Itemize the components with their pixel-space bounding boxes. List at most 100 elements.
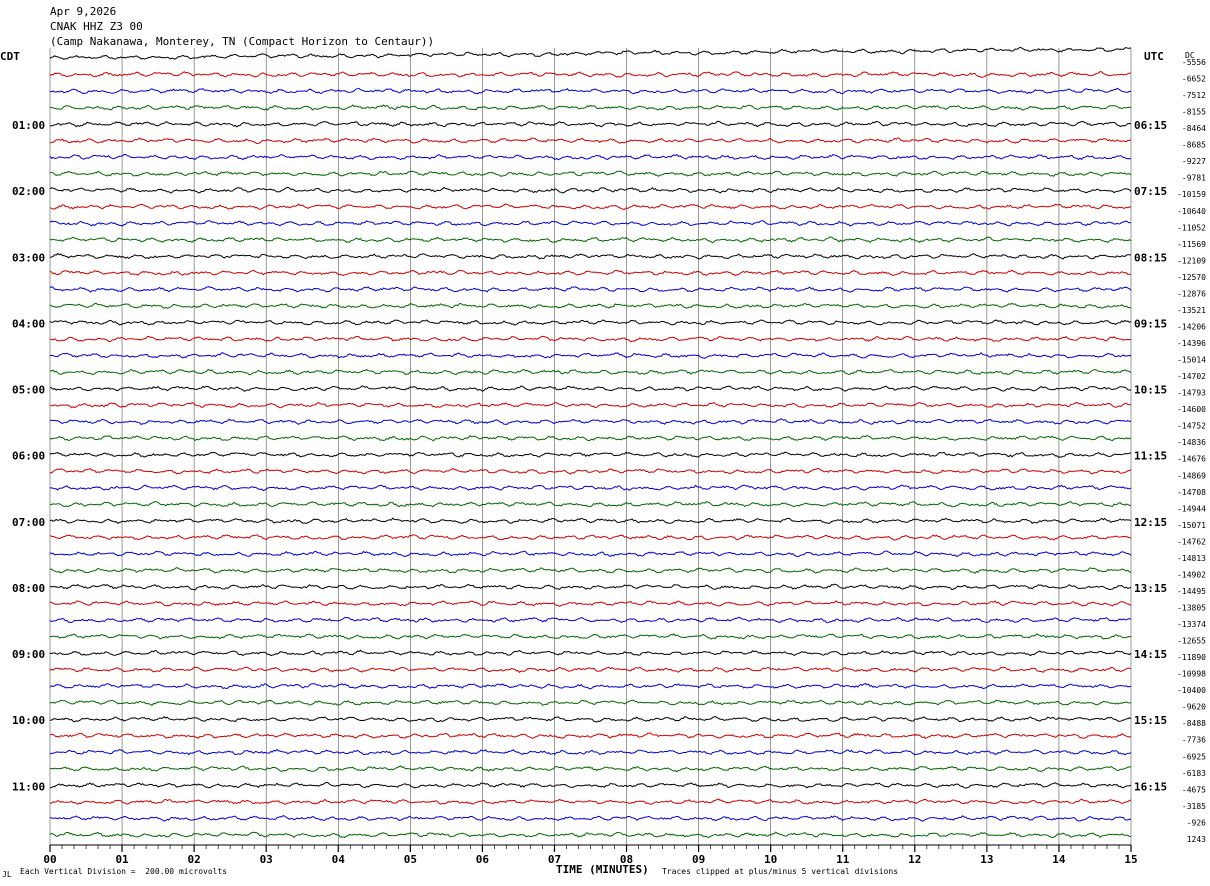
trace-line <box>49 401 1132 409</box>
dc-offset-label: -12570 <box>1177 273 1206 282</box>
trace-line <box>49 567 1132 574</box>
trace-line <box>49 517 1132 525</box>
trace-line <box>49 683 1131 690</box>
dc-offset-label: -13521 <box>1177 306 1206 315</box>
dc-offset-label: -14813 <box>1177 554 1206 563</box>
trace-line <box>49 583 1132 591</box>
trace-line <box>49 451 1132 458</box>
dc-offset-label: -15014 <box>1177 356 1206 365</box>
trace-line <box>49 46 1132 60</box>
utc-hour-label: 15:15 <box>1134 714 1167 727</box>
time-axis: 00 01 02 03 04 05 06 07 08 09 10 11 12 13 14 15 <box>43 844 1138 866</box>
cdt-hour-label: 08:00 <box>12 582 45 595</box>
utc-hour-label: 16:15 <box>1134 780 1167 793</box>
clip-note: Traces clipped at plus/minus 5 vertical … <box>662 867 899 876</box>
trace-line <box>49 666 1132 674</box>
dc-offset-label: -10998 <box>1177 670 1206 679</box>
dc-offset-label: 1243 <box>1187 835 1206 844</box>
utc-axis-label: UTC <box>1144 50 1164 63</box>
dc-offset-label: -8155 <box>1182 108 1206 117</box>
trace-line <box>49 71 1132 78</box>
cdt-hour-labels: 01:00 02:00 03:00 04:00 05:00 06:00 07:00 08:00… <box>12 119 45 793</box>
x-axis-title: TIME (MINUTES) <box>556 863 649 876</box>
cdt-hour-label: 05:00 <box>12 384 45 397</box>
dc-offset-label: -14762 <box>1177 537 1206 546</box>
x-tick-label: 00 <box>43 853 56 866</box>
utc-hour-label: 10:15 <box>1134 384 1167 397</box>
x-tick-label: 07 <box>548 853 561 866</box>
trace-line <box>49 335 1131 343</box>
scale-note: Each Vertical Division = 200.00 microvol… <box>20 867 228 876</box>
trace-line <box>49 831 1132 839</box>
trace-line <box>49 765 1132 773</box>
dc-offset-label: -14702 <box>1177 372 1206 381</box>
dc-offset-label: -9781 <box>1182 174 1206 183</box>
trace-line <box>49 716 1132 723</box>
trace-line <box>49 286 1132 293</box>
dc-offset-label: -14869 <box>1177 471 1206 480</box>
trace-line <box>49 236 1132 244</box>
trace-line <box>49 732 1132 739</box>
x-tick-label: 01 <box>115 853 129 866</box>
dc-offset-label: -9227 <box>1182 157 1206 166</box>
trace-line <box>49 550 1132 558</box>
dc-offset-label: -3185 <box>1182 802 1206 811</box>
dc-offset-label: -13805 <box>1177 603 1206 612</box>
trace-line <box>49 170 1132 177</box>
trace-line <box>50 633 1132 640</box>
dc-offset-label: -14708 <box>1177 488 1206 497</box>
dc-offset-label: -6652 <box>1182 75 1206 84</box>
trace-line <box>49 484 1132 492</box>
x-tick-label: 14 <box>1052 853 1066 866</box>
trace-line <box>49 616 1132 624</box>
utc-hour-labels: 06:15 07:15 08:15 09:15 10:15 11:15 12:15 13:15… <box>1134 119 1167 793</box>
dc-offset-label: -926 <box>1187 818 1206 827</box>
channel-label: CNAK HHZ Z3 00 <box>50 20 143 33</box>
trace-line <box>49 269 1132 277</box>
x-tick-label: 12 <box>908 853 921 866</box>
minute-gridlines <box>49 48 1132 845</box>
utc-hour-label: 07:15 <box>1134 185 1167 198</box>
dc-offset-label: -8488 <box>1182 719 1206 728</box>
dc-offset-label: -11052 <box>1177 223 1206 232</box>
trace-line <box>49 186 1132 194</box>
cdt-hour-label: 04:00 <box>12 317 45 330</box>
trace-line <box>49 319 1132 326</box>
dc-offset-label: -9620 <box>1182 703 1206 712</box>
x-tick-label: 11 <box>836 853 850 866</box>
x-tick-label: 05 <box>404 853 417 866</box>
cdt-hour-label: 02:00 <box>12 185 45 198</box>
x-tick-label: 13 <box>980 853 993 866</box>
dc-offset-label: -13374 <box>1177 620 1206 629</box>
dc-offset-label: -14836 <box>1177 438 1206 447</box>
dc-offset-label: -14600 <box>1177 405 1206 414</box>
cdt-hour-label: 11:00 <box>12 780 45 793</box>
cdt-hour-label: 10:00 <box>12 714 45 727</box>
dc-offset-label: -5556 <box>1182 58 1206 67</box>
trace-line <box>49 351 1132 360</box>
trace-line <box>49 104 1132 111</box>
trace-line <box>50 120 1132 128</box>
trace-line <box>49 368 1132 376</box>
dc-offset-label: -14752 <box>1177 422 1206 431</box>
cdt-hour-label: 01:00 <box>12 119 45 132</box>
cdt-hour-label: 06:00 <box>12 450 45 463</box>
trace-line <box>49 699 1132 707</box>
x-tick-label: 04 <box>332 853 346 866</box>
cdt-hour-label: 03:00 <box>12 251 45 264</box>
trace-line <box>49 815 1132 822</box>
dc-offset-labels: -5556 -6652 -7512 -8155 -8464 -8685 -9227 -9781… <box>1177 58 1206 844</box>
utc-hour-label: 08:15 <box>1134 251 1167 264</box>
dc-offset-label: -10640 <box>1177 207 1206 216</box>
footer-mark: JL <box>2 870 12 879</box>
trace-line <box>49 748 1132 756</box>
station-location-label: (Camp Nakanawa, Monterey, TN (Compact Ho… <box>50 35 435 48</box>
trace-line <box>49 137 1132 145</box>
utc-hour-label: 11:15 <box>1134 450 1167 463</box>
dc-offset-label: -11890 <box>1177 653 1206 662</box>
trace-line <box>49 435 1132 442</box>
dc-offset-label: -8464 <box>1182 124 1206 133</box>
utc-hour-label: 13:15 <box>1134 582 1167 595</box>
dc-offset-label: -14793 <box>1177 389 1206 398</box>
